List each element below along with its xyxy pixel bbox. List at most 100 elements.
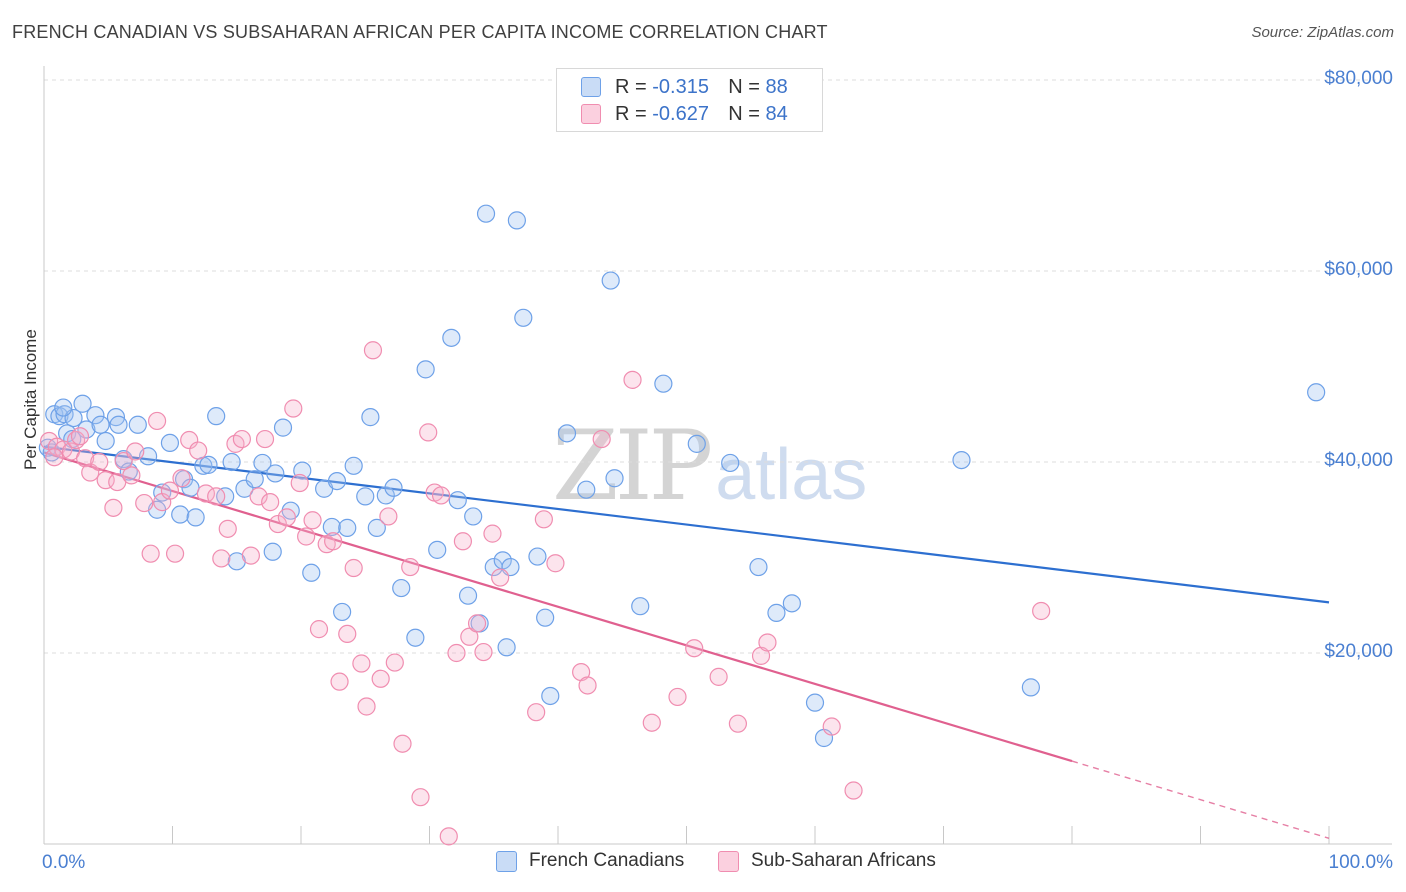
french-canadians-point: [805, 693, 825, 712]
sub-saharan-africans-point: [135, 493, 154, 513]
sub-saharan-africans-point: [439, 827, 458, 846]
x-tick-label: 100.0%: [1328, 852, 1393, 873]
sub-saharan-africans-point: [393, 734, 412, 753]
french-canadians-point: [507, 211, 526, 230]
french-canadians-point: [428, 540, 447, 559]
french-canadians-point: [406, 628, 425, 647]
french-canadians-points: [38, 204, 1326, 748]
y-axis-label: Per Capita Income: [21, 329, 40, 470]
x-tick-label: 0.0%: [42, 852, 86, 873]
sub-saharan-africans-point: [1032, 601, 1051, 621]
french-canadians-point: [654, 374, 673, 393]
legend-swatch-blue: [496, 850, 517, 872]
french-canadians-point: [186, 508, 205, 527]
sub-saharan-africans-point: [141, 544, 160, 563]
french-canadians-point: [160, 433, 180, 452]
sub-saharan-africans-point: [277, 508, 296, 527]
french-canadians-point: [42, 443, 61, 462]
french-canadians-point: [458, 586, 478, 605]
sub-saharan-africans-point: [96, 471, 115, 490]
sub-saharan-africans-points: [40, 341, 1051, 846]
french-canadians-point: [266, 464, 285, 483]
french-canadians-point: [392, 578, 411, 598]
sub-saharan-africans-point: [363, 341, 383, 360]
legend-item-french-canadians[interactable]: French Canadians: [496, 850, 684, 872]
sub-saharan-africans-point: [122, 466, 141, 485]
axes: [43, 66, 1392, 845]
sub-saharan-africans-point: [104, 498, 123, 517]
french-canadians-point: [207, 407, 226, 426]
french-canadians-point: [464, 507, 483, 526]
sub-saharan-africans-point: [172, 469, 191, 488]
sub-saharan-africans-point: [180, 430, 199, 450]
sub-saharan-africans-point: [728, 714, 748, 733]
sub-saharan-africans-point: [419, 423, 438, 442]
sub-saharan-africans-point: [357, 697, 376, 716]
french-canadians-point: [442, 328, 461, 347]
french-canadians-point: [541, 686, 560, 706]
sub-saharan-africans-point: [249, 487, 268, 506]
legend-row-sub-saharan-africans: R = -0.627 N = 84: [581, 102, 788, 126]
sub-saharan-africans-point: [212, 549, 231, 568]
sub-saharan-africans-point: [453, 532, 473, 551]
french-canadians-point: [767, 603, 786, 622]
legend-swatch-blue: [581, 77, 601, 97]
french-canadians-point: [333, 602, 352, 622]
sub-saharan-africans-point: [76, 449, 95, 468]
french-canadians-point: [497, 638, 516, 657]
watermark-zip: ZIP: [552, 410, 713, 522]
sub-saharan-africans-point: [196, 484, 216, 503]
sub-saharan-africans-point: [241, 546, 260, 565]
watermark-atlas: atlas: [715, 435, 868, 515]
sub-saharan-africans-point: [527, 703, 546, 722]
legend-n-value: 84: [765, 102, 788, 125]
french-canadians-point: [782, 594, 801, 613]
french-canadians-point: [448, 491, 467, 510]
legend-r-value: -0.627: [652, 102, 709, 125]
sub-saharan-africans-point: [255, 429, 275, 449]
french-canadians-point: [952, 450, 971, 470]
sub-saharan-africans-point: [297, 527, 316, 546]
series-legend: French Canadians Sub-Saharan Africans: [0, 850, 1406, 878]
sub-saharan-africans-point: [385, 653, 404, 672]
sub-saharan-africans-point: [668, 687, 687, 707]
sub-saharan-africans-point: [218, 519, 237, 538]
sub-saharan-africans-point: [268, 514, 287, 534]
sub-saharan-africans-point: [822, 717, 841, 736]
french-canadians-point: [96, 431, 115, 451]
french-canadians-point: [245, 470, 264, 489]
sub-saharan-africans-point: [411, 788, 430, 807]
french-canadians-point: [356, 487, 375, 506]
french-canadians-point: [199, 455, 218, 474]
sub-saharan-africans-point: [483, 524, 502, 543]
french-canadians-point: [1021, 678, 1040, 697]
legend-r-value: -0.315: [652, 75, 709, 98]
sub-saharan-africans-point: [401, 557, 420, 577]
sub-saharan-africans-point: [126, 442, 145, 461]
sub-saharan-africans-point: [338, 624, 357, 644]
french-canadians-point: [528, 547, 547, 566]
sub-saharan-africans-point: [592, 429, 611, 449]
legend-n-label: N =: [728, 75, 760, 98]
french-canadians-point: [384, 478, 403, 497]
sub-saharan-africans-point: [324, 532, 343, 551]
sub-saharan-africans-point: [467, 614, 487, 633]
french-canadians-point: [601, 271, 620, 290]
french-canadians-point: [721, 453, 740, 473]
french-canadians-point: [128, 415, 147, 434]
french-canadians-point: [344, 456, 363, 475]
french-canadians-point: [327, 472, 347, 491]
legend-r-label: R =: [615, 102, 647, 125]
sub-saharan-africans-point: [330, 672, 349, 691]
french-canadians-point: [222, 452, 241, 472]
french-canadians-point: [514, 308, 533, 327]
legend-item-sub-saharan-africans[interactable]: Sub-Saharan Africans: [718, 850, 936, 872]
trend-line-extension-1: [1071, 760, 1330, 839]
sub-saharan-africans-point: [352, 654, 371, 673]
sub-saharan-africans-point: [290, 473, 309, 493]
legend-n-value: 88: [765, 75, 788, 98]
gridlines: [44, 79, 1392, 654]
sub-saharan-africans-point: [303, 511, 322, 530]
watermark: ZIPatlas: [552, 410, 867, 522]
sub-saharan-africans-point: [685, 639, 704, 658]
